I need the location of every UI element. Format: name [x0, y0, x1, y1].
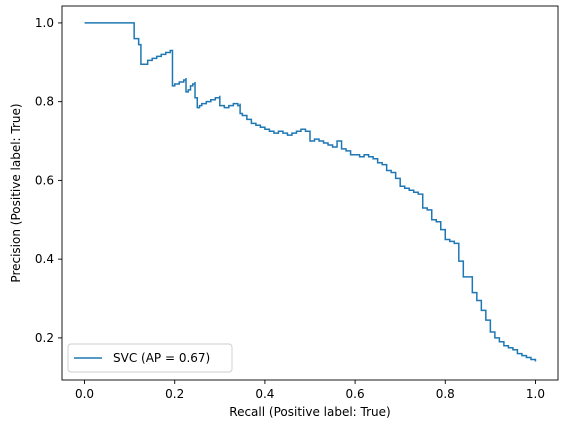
y-axis: 0.2 0.4 0.6 0.8 1.0	[35, 16, 62, 345]
x-tick-label: 0.8	[436, 387, 455, 401]
y-tick-label: 0.6	[35, 173, 54, 187]
legend-box	[67, 343, 233, 373]
plot-area	[62, 6, 558, 380]
y-axis-label: Precision (Positive label: True)	[9, 103, 23, 282]
x-tick-label: 0.2	[165, 387, 184, 401]
x-tick-label: 1.0	[526, 387, 545, 401]
x-axis: 0.0 0.2 0.4 0.6 0.8 1.0	[75, 380, 545, 401]
x-tick-label: 0.6	[346, 387, 365, 401]
series-layer	[84, 22, 537, 362]
x-axis-label: Recall (Positive label: True)	[229, 405, 390, 419]
y-tick-label: 1.0	[35, 16, 54, 30]
plot-frame	[61, 5, 559, 381]
legend-label: SVC (AP = 0.67)	[113, 351, 210, 365]
y-tick-label: 0.4	[35, 252, 54, 266]
y-tick-label: 0.2	[35, 331, 54, 345]
y-tick-label: 0.8	[35, 95, 54, 109]
legend: SVC (AP = 0.67)	[67, 343, 233, 373]
x-tick-label: 0.0	[75, 387, 94, 401]
x-tick-label: 0.4	[255, 387, 274, 401]
series-line-svc	[84, 22, 537, 362]
